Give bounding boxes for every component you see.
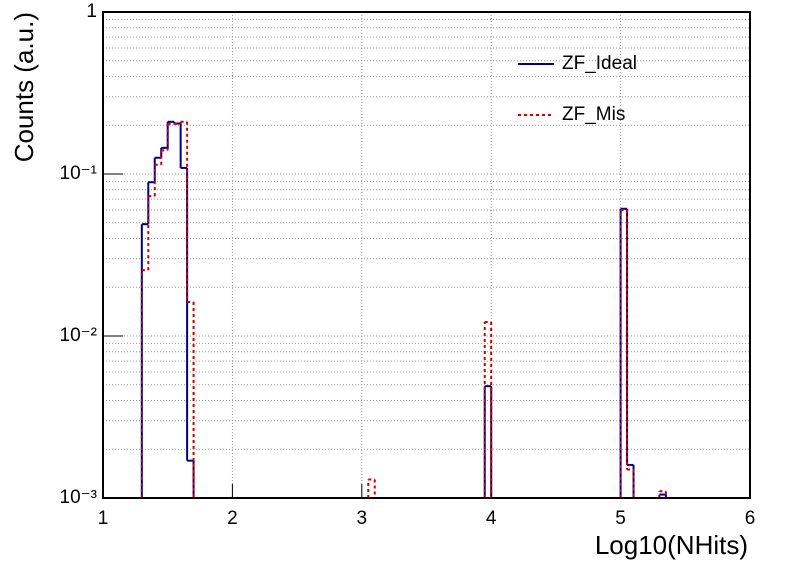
x-tick-label: 6 <box>745 508 756 529</box>
y-tick-label: 10⁻² <box>60 325 98 346</box>
x-tick-label: 1 <box>98 508 109 529</box>
x-tick-label: 2 <box>227 508 238 529</box>
x-tick-label: 3 <box>357 508 368 529</box>
plot-frame <box>102 11 751 499</box>
y-tick-label: 10⁻³ <box>60 487 98 508</box>
x-tick-label: 5 <box>615 508 626 529</box>
y-tick-label: 1 <box>86 1 97 22</box>
legend-label: ZF_Mis <box>562 104 625 125</box>
y-tick-label: 10⁻¹ <box>60 163 98 184</box>
legend-label: ZF_Ideal <box>562 53 637 74</box>
x-axis-title: Log10(NHits) <box>595 530 748 560</box>
x-tick-label: 4 <box>486 508 497 529</box>
y-axis-title: Counts (a.u.) <box>9 12 39 162</box>
